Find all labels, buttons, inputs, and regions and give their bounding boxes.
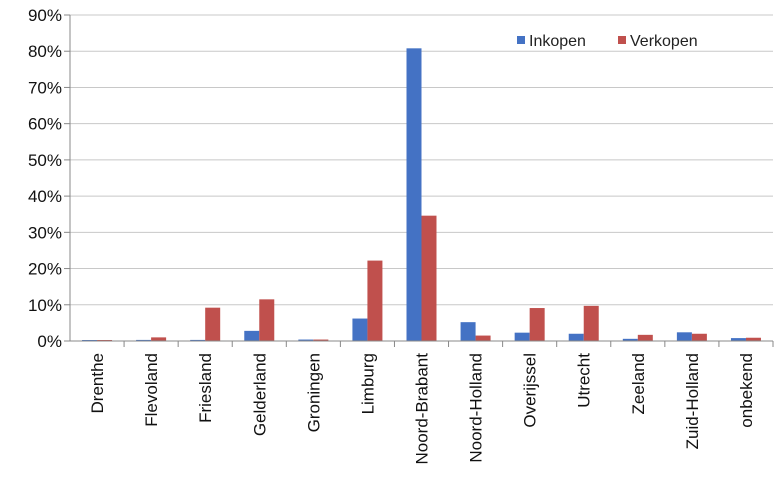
bar-verkopen-zeeland [637,334,653,341]
x-tick-label: Friesland [196,353,215,423]
x-tick-label: Noord-Holland [467,353,486,463]
x-tick-label: Flevoland [142,353,161,427]
y-tick-label: 90% [28,6,62,25]
x-tick-label: Overijssel [521,353,540,428]
y-tick-label: 0% [37,332,62,351]
legend-label-verkopen: Verkopen [630,33,698,50]
x-tick-label: Limburg [358,353,377,414]
bar-verkopen-friesland [205,307,221,341]
y-axis: 0% 10% 20% 30% 40% 50% 60% 70% 80% 90% [28,6,71,351]
legend-swatch-inkopen [517,36,525,44]
bars [82,48,761,342]
bar-inkopen-groningen [298,339,314,341]
bar-verkopen-groningen [313,339,329,341]
y-tick-label: 80% [28,42,62,61]
bar-inkopen-overijssel [514,332,530,341]
legend-label-inkopen: Inkopen [529,33,586,50]
bar-verkopen-flevoland [151,337,167,341]
bar-inkopen-noord-holland [460,322,476,341]
bar-verkopen-onbekend [745,337,761,341]
x-tick-label: Groningen [304,353,323,432]
bar-inkopen-gelderland [244,330,260,341]
y-tick-label: 40% [28,187,62,206]
x-tick-label: Utrecht [575,353,594,408]
bar-inkopen-limburg [352,318,368,341]
bar-inkopen-zeeland [622,338,638,341]
bar-verkopen-limburg [367,260,383,341]
bar-verkopen-overijssel [529,308,545,341]
y-tick-label: 50% [28,151,62,170]
y-tick-label: 60% [28,115,62,134]
y-tick-label: 20% [28,260,62,279]
y-tick-label: 30% [28,223,62,242]
legend: Inkopen Verkopen [517,33,698,50]
bar-verkopen-noord-holland [475,335,491,341]
bar-inkopen-zuid-holland [676,332,692,341]
y-tick-label: 10% [28,296,62,315]
bar-inkopen-onbekend [730,338,746,341]
bar-inkopen-utrecht [568,333,584,341]
x-tick-label: Zeeland [629,353,648,414]
bar-verkopen-zuid-holland [691,333,707,341]
bar-inkopen-noord-brabant [406,48,422,342]
bar-verkopen-noord-brabant [421,215,437,341]
x-tick-label: Noord-Brabant [413,353,432,465]
bar-inkopen-flevoland [136,339,152,341]
x-tick-label: Drenthe [88,353,107,413]
x-tick-label: Zuid-Holland [683,353,702,449]
x-axis: Drenthe Flevoland Friesland Gelderland Groni… [70,340,774,465]
x-tick-label: Gelderland [250,353,269,436]
x-tick-label: onbekend [737,353,756,428]
legend-swatch-verkopen [618,36,626,44]
bar-verkopen-utrecht [583,305,599,341]
bar-verkopen-gelderland [259,299,275,341]
bar-inkopen-friesland [190,339,206,341]
y-tick-label: 70% [28,78,62,97]
